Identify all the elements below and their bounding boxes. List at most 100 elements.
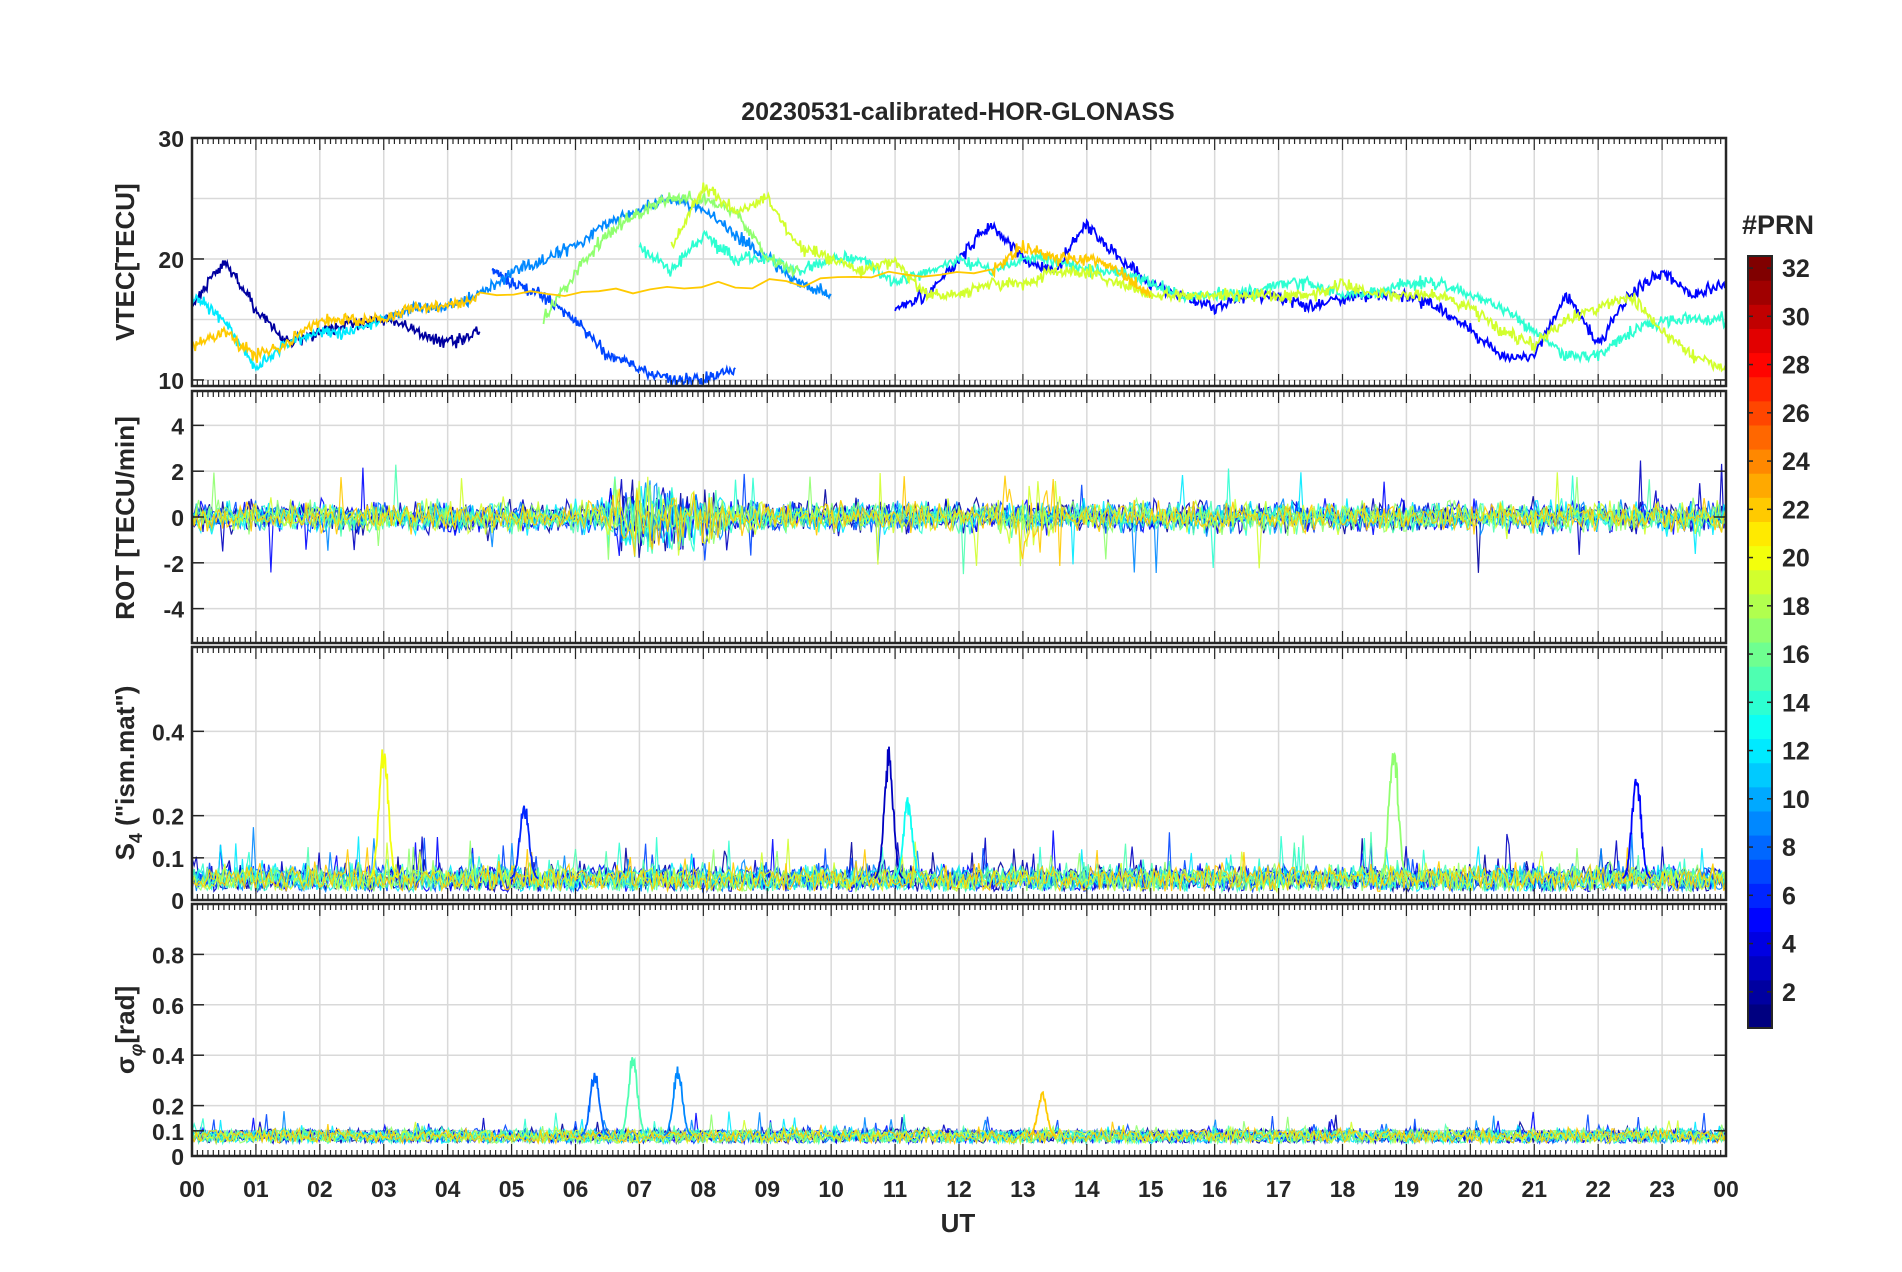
vtec-series-prn-22 xyxy=(192,240,1152,364)
x-tick-label: 17 xyxy=(1266,1176,1292,1202)
x-tick-label: 00 xyxy=(179,1176,205,1202)
series-group xyxy=(192,182,1726,386)
event-prn-15 xyxy=(618,1056,648,1137)
x-tick-label: 04 xyxy=(435,1176,461,1202)
colorbar-segment xyxy=(1748,859,1772,884)
x-tick-label: 10 xyxy=(818,1176,844,1202)
colorbar-tick-label: 28 xyxy=(1782,352,1810,380)
colorbar-segment xyxy=(1748,280,1772,305)
y-tick-label: 20 xyxy=(158,247,184,273)
y-tick-label: 0.2 xyxy=(152,804,184,830)
event-prn-22 xyxy=(1027,1090,1057,1137)
colorbar-segment xyxy=(1748,810,1772,836)
colorbar-tick-label: 26 xyxy=(1782,400,1810,428)
vtec-series-prn-12 xyxy=(192,293,385,372)
series-prn-22 xyxy=(192,1121,1726,1146)
event-prn-5 xyxy=(1622,778,1652,880)
colorbar-tick-label: 18 xyxy=(1782,593,1810,621)
colorbar-tick-label: 4 xyxy=(1782,931,1796,959)
y-tick-label: 0 xyxy=(171,505,184,531)
colorbar-segment xyxy=(1748,376,1772,402)
colorbar-tick-label: 22 xyxy=(1782,496,1810,524)
x-tick-label: 14 xyxy=(1074,1176,1100,1202)
event-prn-20 xyxy=(369,749,399,879)
colorbar-tick-label: 8 xyxy=(1782,834,1796,862)
x-tick-label: 09 xyxy=(754,1176,780,1202)
colorbar-tick-label: 14 xyxy=(1782,689,1810,717)
vtec-series-prn-14 xyxy=(638,229,1726,364)
colorbar-frame xyxy=(1747,255,1773,1029)
y-tick-label: -2 xyxy=(164,551,184,577)
s4-ylabel: S4 ("ism.mat") xyxy=(110,686,146,861)
y-tick-label: -4 xyxy=(164,597,185,623)
colorbar-tick-label: 10 xyxy=(1782,786,1810,814)
colorbar-segment xyxy=(1748,328,1772,354)
colorbar-segment xyxy=(1748,666,1772,691)
colorbar-tick-label: 6 xyxy=(1782,882,1796,910)
event-prn-17 xyxy=(1379,752,1409,879)
colorbar-tick-label: 24 xyxy=(1782,448,1810,476)
colorbar-segment xyxy=(1748,569,1772,595)
y-tick-label: 0.1 xyxy=(152,846,184,872)
colorbar-segment xyxy=(1748,424,1772,450)
event-prn-6 xyxy=(509,805,539,880)
y-tick-label: 0.6 xyxy=(152,993,184,1019)
y-tick-label: 0 xyxy=(171,888,184,914)
x-tick-label: 16 xyxy=(1202,1176,1228,1202)
rot-ylabel: ROT [TECU/min] xyxy=(110,416,140,620)
sigma-phi-panel: σφ[rad] 00.10.2 0.4 0.6 0.8 xyxy=(110,902,1728,1170)
y-tick-label: 0.4 xyxy=(152,719,184,745)
x-tick-label: 02 xyxy=(307,1176,333,1202)
vtec-ylabel: VTEC[TECU] xyxy=(110,183,140,340)
x-tick-label: 12 xyxy=(946,1176,972,1202)
vtec-series-prn-17 xyxy=(542,190,800,325)
x-tick-label: 03 xyxy=(371,1176,397,1202)
x-tick-label: 13 xyxy=(1010,1176,1036,1202)
x-tick-label: 15 xyxy=(1138,1176,1164,1202)
colorbar-segment xyxy=(1748,1003,1772,1029)
y-tick-label: 0.4 xyxy=(152,1043,184,1069)
vtec-series-prn-5 xyxy=(894,218,1726,364)
y-tick-label: 2 xyxy=(171,459,184,485)
x-tick-label: 20 xyxy=(1458,1176,1484,1202)
x-tick-label: 19 xyxy=(1394,1176,1420,1202)
y-tick-label: 0.2 xyxy=(152,1094,184,1120)
colorbar-segment xyxy=(1748,762,1772,788)
x-tick-label: 18 xyxy=(1330,1176,1356,1202)
y-tick-label: 10 xyxy=(158,368,184,394)
event-prn-13 xyxy=(893,797,923,880)
y-tick-label: 0 xyxy=(171,1144,184,1170)
vtec-series-prn-19 xyxy=(670,182,1726,373)
x-tick-label: 06 xyxy=(563,1176,589,1202)
event-prn-8 xyxy=(580,1072,609,1137)
series-group xyxy=(192,1056,1726,1146)
series-prn-22 xyxy=(192,847,1726,894)
x-axis: 00 01 02 03 04 05 06 07 08 09 10 11 12 13 14 15 16 17 18 19… xyxy=(179,1176,1739,1202)
x-axis-label: UT xyxy=(941,1208,976,1238)
y-tick-label: 30 xyxy=(158,126,184,152)
colorbar-title: #PRN xyxy=(1742,210,1814,240)
colorbar-tick-label: 32 xyxy=(1782,255,1810,283)
x-tick-label: 05 xyxy=(499,1176,525,1202)
colorbar-segment xyxy=(1748,955,1772,981)
colorbar-tick-label: 12 xyxy=(1782,738,1810,766)
x-tick-label: 01 xyxy=(243,1176,269,1202)
x-tick-label: 00 xyxy=(1713,1176,1739,1202)
x-tick-label: 21 xyxy=(1521,1176,1547,1202)
colorbar-tick-label: 2 xyxy=(1782,979,1796,1007)
series-prn-22 xyxy=(192,475,1726,567)
sigma-phi-ylabel: σφ[rad] xyxy=(110,986,146,1074)
event-prn-3 xyxy=(874,746,904,879)
colorbar-segment xyxy=(1748,521,1772,547)
y-tick-label: 0.8 xyxy=(152,942,184,968)
rot-panel: ROT [TECU/min] -4 -2 0 2 4 xyxy=(110,389,1728,645)
event-prn-9 xyxy=(663,1066,693,1137)
series-group xyxy=(192,460,1726,575)
colorbar-tick-label: 30 xyxy=(1782,303,1810,331)
series-group xyxy=(192,746,1726,894)
chart-title: 20230531-calibrated-HOR-GLONASS xyxy=(741,98,1174,126)
x-tick-label: 08 xyxy=(691,1176,717,1202)
colorbar-segment xyxy=(1748,907,1772,933)
